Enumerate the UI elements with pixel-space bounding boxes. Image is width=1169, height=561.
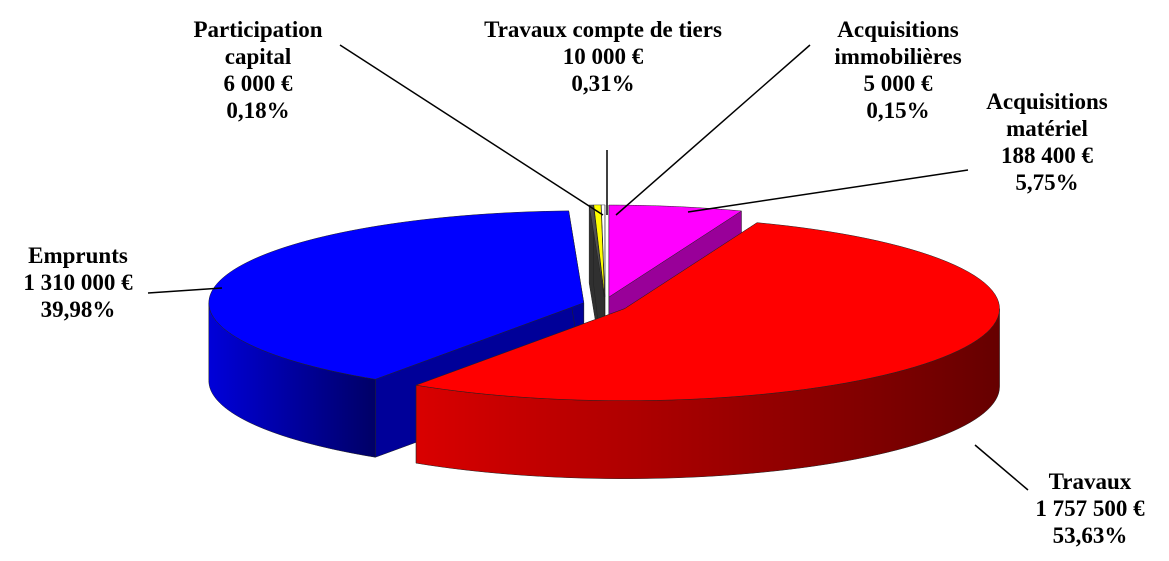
leader-line — [147, 287, 223, 294]
label-amount: 188 400 € — [1001, 143, 1093, 168]
leader-line — [339, 44, 604, 216]
slice — [415, 222, 1000, 401]
slice — [588, 204, 605, 297]
label-percent: 0,15% — [866, 98, 930, 123]
label-amount: 10 000 € — [562, 44, 644, 69]
slice — [593, 204, 605, 297]
slice — [601, 204, 606, 297]
slice — [608, 204, 743, 298]
slice — [208, 210, 585, 380]
label-amount: 1 310 000 € — [23, 270, 133, 295]
label-name: Travaux compte de tiers — [484, 17, 722, 42]
label-percent: 5,75% — [1015, 170, 1079, 195]
label-amount: 1 757 500 € — [1035, 496, 1145, 521]
label-percent: 39,98% — [40, 297, 116, 322]
label-name: Acquisitions immobilières — [834, 17, 962, 69]
slice-label: Travaux 1 757 500 €53,63% — [1005, 468, 1169, 549]
slice-label: Acquisitions matériel 188 400 €5,75% — [957, 88, 1137, 196]
leader-line — [687, 169, 969, 213]
label-amount: 5 000 € — [863, 71, 933, 96]
label-name: Travaux — [1048, 469, 1132, 494]
slice-label: Acquisitions immobilières 5 000 €0,15% — [798, 16, 998, 124]
label-name: Participation capital — [193, 17, 323, 69]
leader-line — [615, 44, 811, 216]
leader-line — [974, 444, 1029, 491]
slice-label: Travaux compte de tiers 10 000 €0,31% — [478, 16, 728, 97]
slice-label: Participation capital 6 000 €0,18% — [171, 16, 346, 124]
label-percent: 0,18% — [226, 98, 290, 123]
label-percent: 53,63% — [1052, 523, 1128, 548]
label-amount: 6 000 € — [223, 71, 293, 96]
label-name: Emprunts — [28, 243, 128, 268]
label-name: Acquisitions matériel — [986, 89, 1108, 141]
label-percent: 0,31% — [571, 71, 635, 96]
slice-label: Emprunts 1 310 000 €39,98% — [0, 242, 158, 323]
